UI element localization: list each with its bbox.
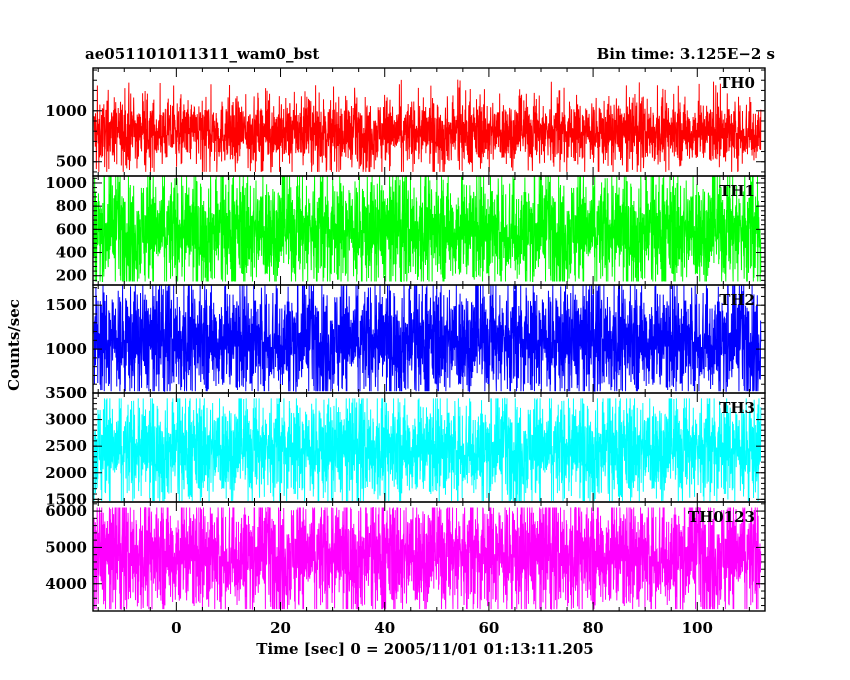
series-trace-th2	[93, 285, 762, 393]
y-tick-label: 600	[56, 220, 87, 238]
y-axis-label: Counts/sec	[5, 299, 23, 391]
y-tick-label: 1500	[45, 296, 87, 314]
y-tick-label: 4000	[45, 575, 87, 593]
y-tick-label: 500	[56, 153, 87, 171]
x-tick-label: 20	[270, 619, 291, 637]
title-right: Bin time: 3.125E−2 s	[597, 45, 775, 63]
x-tick-label: 100	[682, 619, 713, 637]
y-tick-label: 2500	[45, 437, 87, 455]
y-tick-label: 1500	[45, 490, 87, 508]
series-trace-th3	[93, 397, 762, 502]
frame-layer	[92, 67, 766, 612]
x-axis-label: Time [sec] 0 = 2005/11/01 01:13:11.205	[256, 640, 593, 658]
y-tick-label: 2000	[45, 464, 87, 482]
trace-layer	[93, 79, 762, 610]
y-tick-label: 200	[56, 267, 87, 285]
y-tick-label: 800	[56, 197, 87, 215]
series-trace-th0123	[93, 506, 762, 610]
x-tick-label: 40	[374, 619, 395, 637]
y-tick-label: 1000	[45, 102, 87, 120]
y-tick-label: 400	[56, 244, 87, 262]
y-tick-label: 500	[56, 384, 87, 402]
y-tick-label: 3500	[45, 384, 87, 402]
y-tick-label: 3000	[45, 411, 87, 429]
title-left: ae051101011311_wam0_bst	[85, 45, 319, 63]
panel-label-th1: TH1	[719, 182, 755, 200]
y-tick-label: 5000	[45, 538, 87, 556]
series-trace-th1	[93, 176, 762, 283]
panel-frame-th0123	[92, 501, 766, 612]
x-tick-label: 60	[478, 619, 499, 637]
x-tick-label: 0	[171, 619, 181, 637]
panel-label-th3: TH3	[719, 399, 755, 417]
panel-label-th0123: TH0123	[688, 508, 755, 526]
y-tick-label: 6000	[45, 502, 87, 520]
text-layer: ae051101011311_wam0_bst Bin time: 3.125E…	[5, 45, 775, 658]
panel-label-th0: TH0	[719, 74, 755, 92]
x-tick-label: 80	[583, 619, 604, 637]
y-tick-label: 1000	[45, 340, 87, 358]
panel-label-th2: TH2	[719, 291, 755, 309]
y-tick-label: 1000	[45, 174, 87, 192]
series-trace-th0	[93, 79, 762, 173]
